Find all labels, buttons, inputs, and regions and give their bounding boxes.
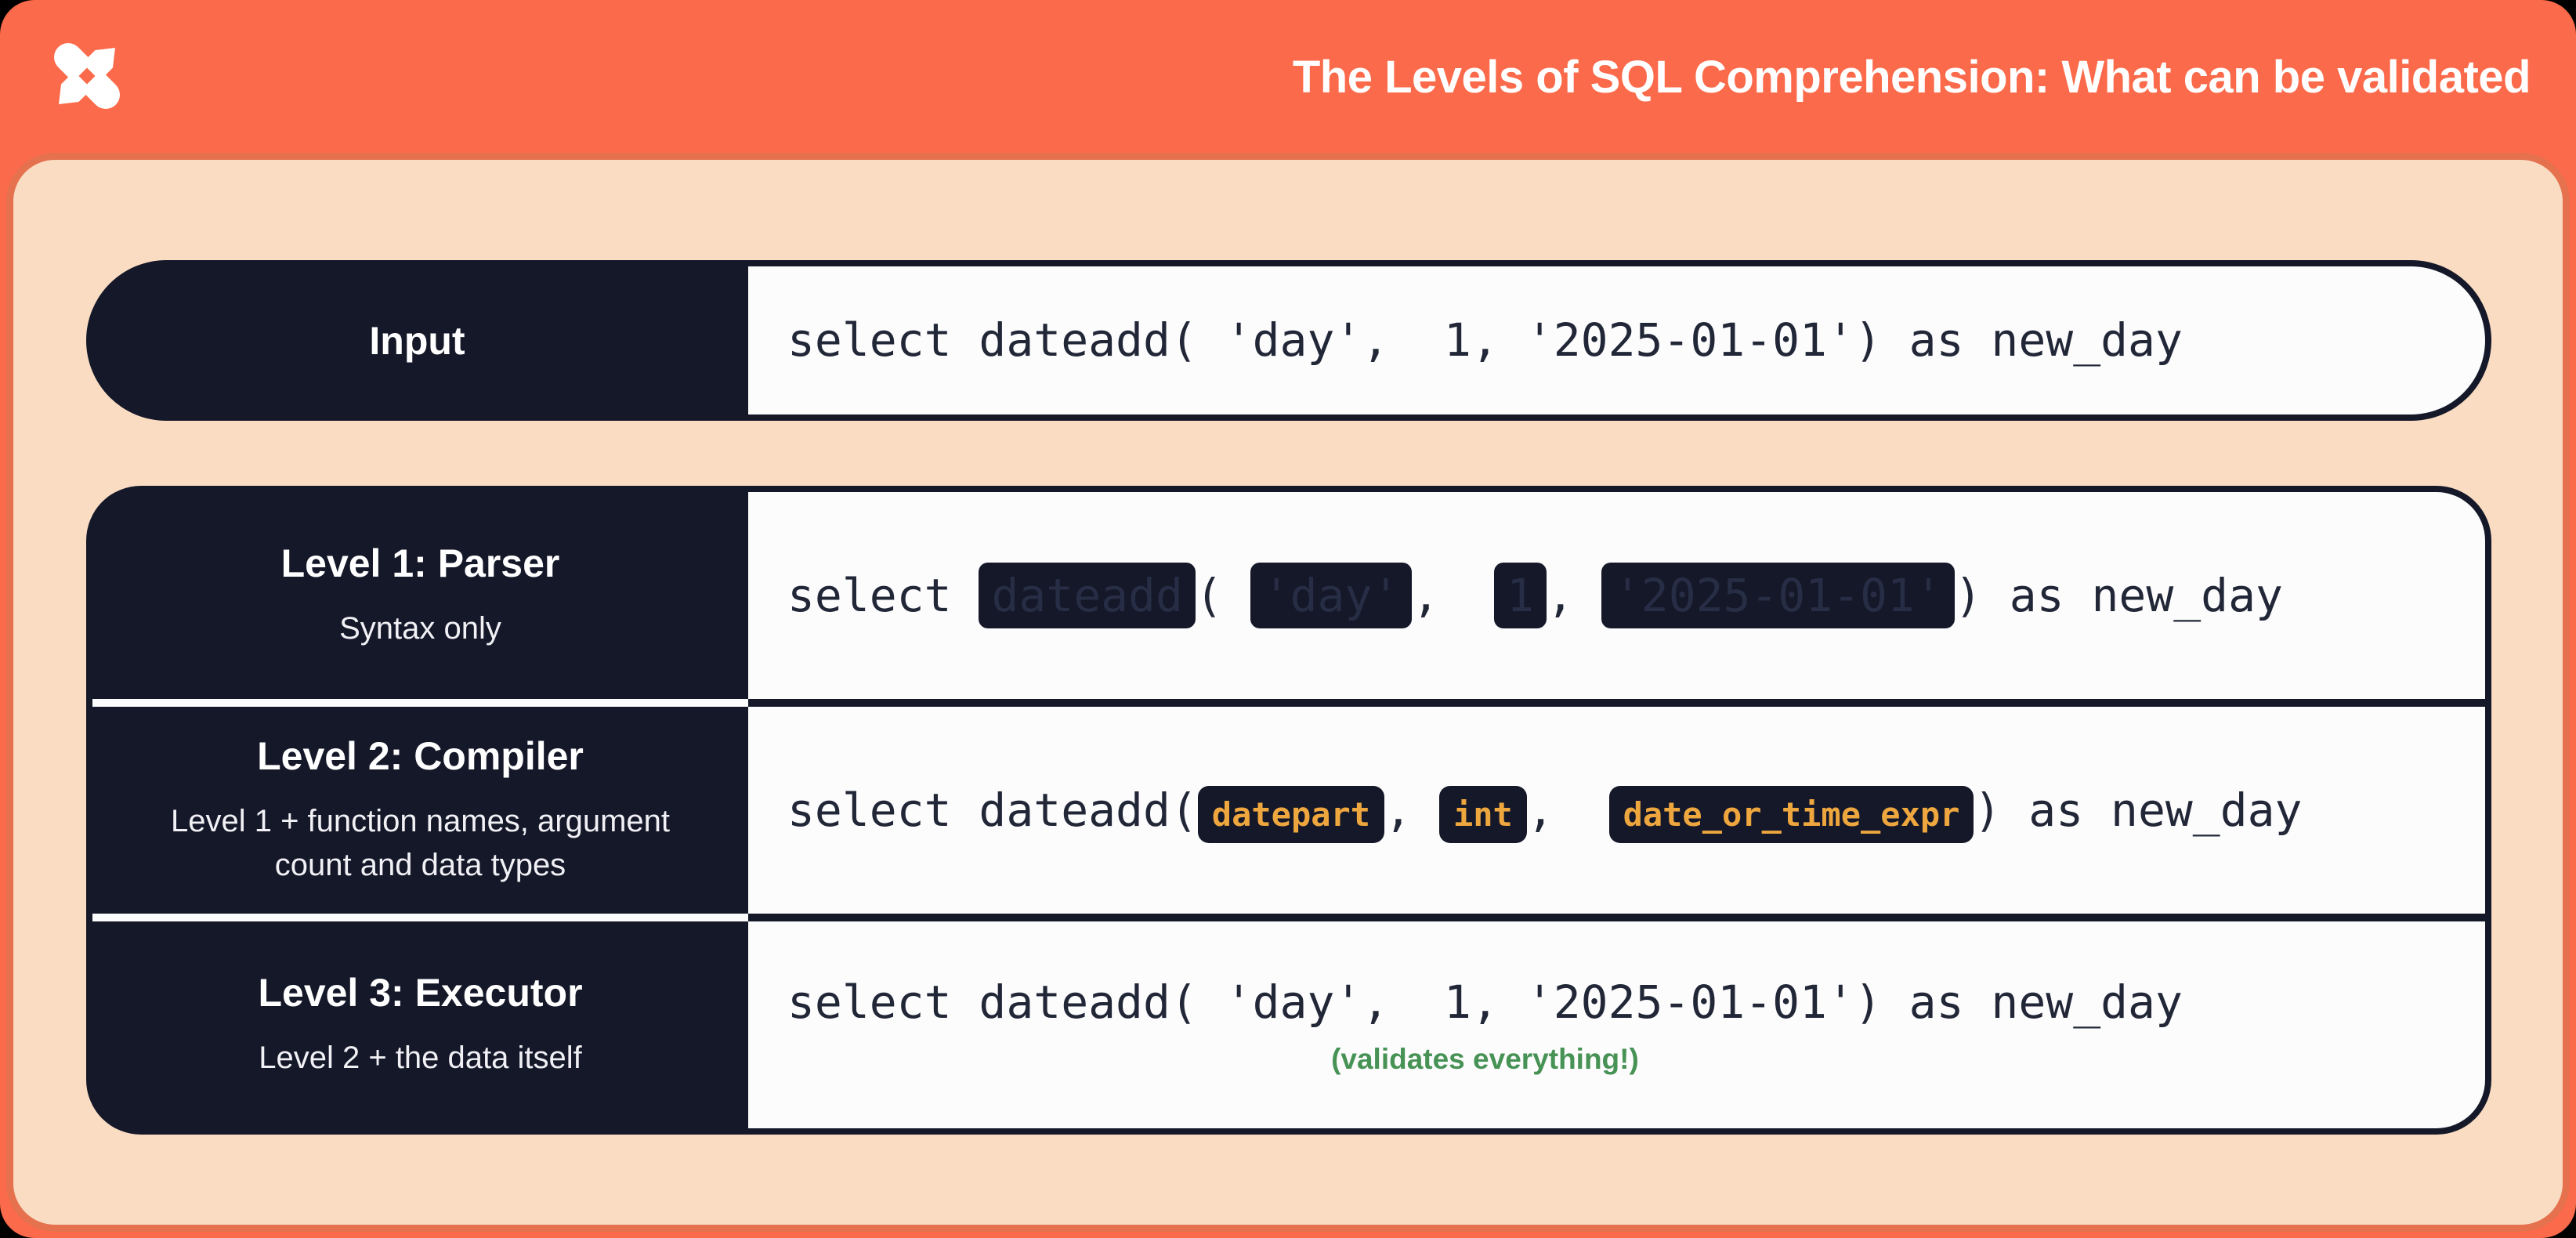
redacted-arg-1: 'day': [1250, 562, 1413, 628]
redacted-arg-2: 1: [1494, 562, 1547, 628]
level-3-subtitle: Level 2 + the data itself: [259, 1041, 582, 1075]
level-2-row: Level 2: Compiler Level 1 + function nam…: [92, 707, 2485, 914]
level-2-code-cell: select dateadd(datepart, int, date_or_ti…: [748, 707, 2485, 914]
code-text: select: [787, 568, 979, 622]
level-3-code-block: select dateadd( 'day', 1, '2025-01-01') …: [787, 974, 2183, 1077]
level-3-code-cell: select dateadd( 'day', 1, '2025-01-01') …: [748, 921, 2485, 1128]
level-1-title: Level 1: Parser: [280, 541, 560, 585]
type-token-datepart: datepart: [1197, 785, 1385, 843]
code-text: ,: [1384, 783, 1439, 837]
level-2-label: Level 2: Compiler Level 1 + function nam…: [92, 707, 748, 914]
page-title: The Levels of SQL Comprehension: What ca…: [1292, 51, 2531, 103]
row-divider: [92, 699, 2485, 707]
redacted-function-name: dateadd: [979, 562, 1196, 628]
level-1-sql-code: select dateadd( 'day', 1, '2025-01-01') …: [787, 562, 2283, 628]
level-2-subtitle: Level 1 + function names, argument count…: [170, 804, 671, 882]
input-row: Input select dateadd( 'day', 1, '2025-01…: [86, 260, 2491, 421]
row-divider: [92, 914, 2485, 921]
code-text: select dateadd(: [787, 783, 1198, 837]
level-3-title: Level 3: Executor: [258, 971, 583, 1015]
input-code-area: select dateadd( 'day', 1, '2025-01-01') …: [748, 266, 2485, 414]
level-3-sql-code: select dateadd( 'day', 1, '2025-01-01') …: [787, 975, 2183, 1029]
level-1-subtitle: Syntax only: [339, 611, 501, 646]
code-text: ,: [1412, 568, 1495, 622]
level-1-row: Level 1: Parser Syntax only select datea…: [92, 492, 2485, 699]
code-text: ) as new_day: [1954, 568, 2283, 622]
validates-everything-caption: (validates everything!): [1331, 1043, 1639, 1076]
level-3-label: Level 3: Executor Level 2 + the data its…: [92, 921, 748, 1128]
code-text: ) as new_day: [1974, 783, 2303, 837]
level-1-label: Level 1: Parser Syntax only: [92, 492, 748, 699]
code-text: (: [1195, 568, 1250, 622]
redacted-arg-3: '2025-01-01': [1601, 562, 1955, 628]
code-text: ,: [1547, 568, 1601, 622]
levels-table: Level 1: Parser Syntax only select datea…: [86, 486, 2491, 1135]
type-token-int: int: [1438, 785, 1527, 843]
level-2-sql-code: select dateadd(datepart, int, date_or_ti…: [787, 782, 2303, 843]
level-1-code-cell: select dateadd( 'day', 1, '2025-01-01') …: [748, 492, 2485, 699]
input-sql-code: select dateadd( 'day', 1, '2025-01-01') …: [787, 313, 2183, 367]
level-2-title: Level 2: Compiler: [257, 734, 584, 778]
type-token-date-or-time-expr: date_or_time_expr: [1608, 785, 1974, 843]
code-text: ,: [1526, 783, 1609, 837]
dbt-logo-icon: [53, 42, 121, 110]
level-3-row: Level 3: Executor Level 2 + the data its…: [92, 921, 2485, 1128]
input-row-label: Input: [369, 318, 465, 363]
